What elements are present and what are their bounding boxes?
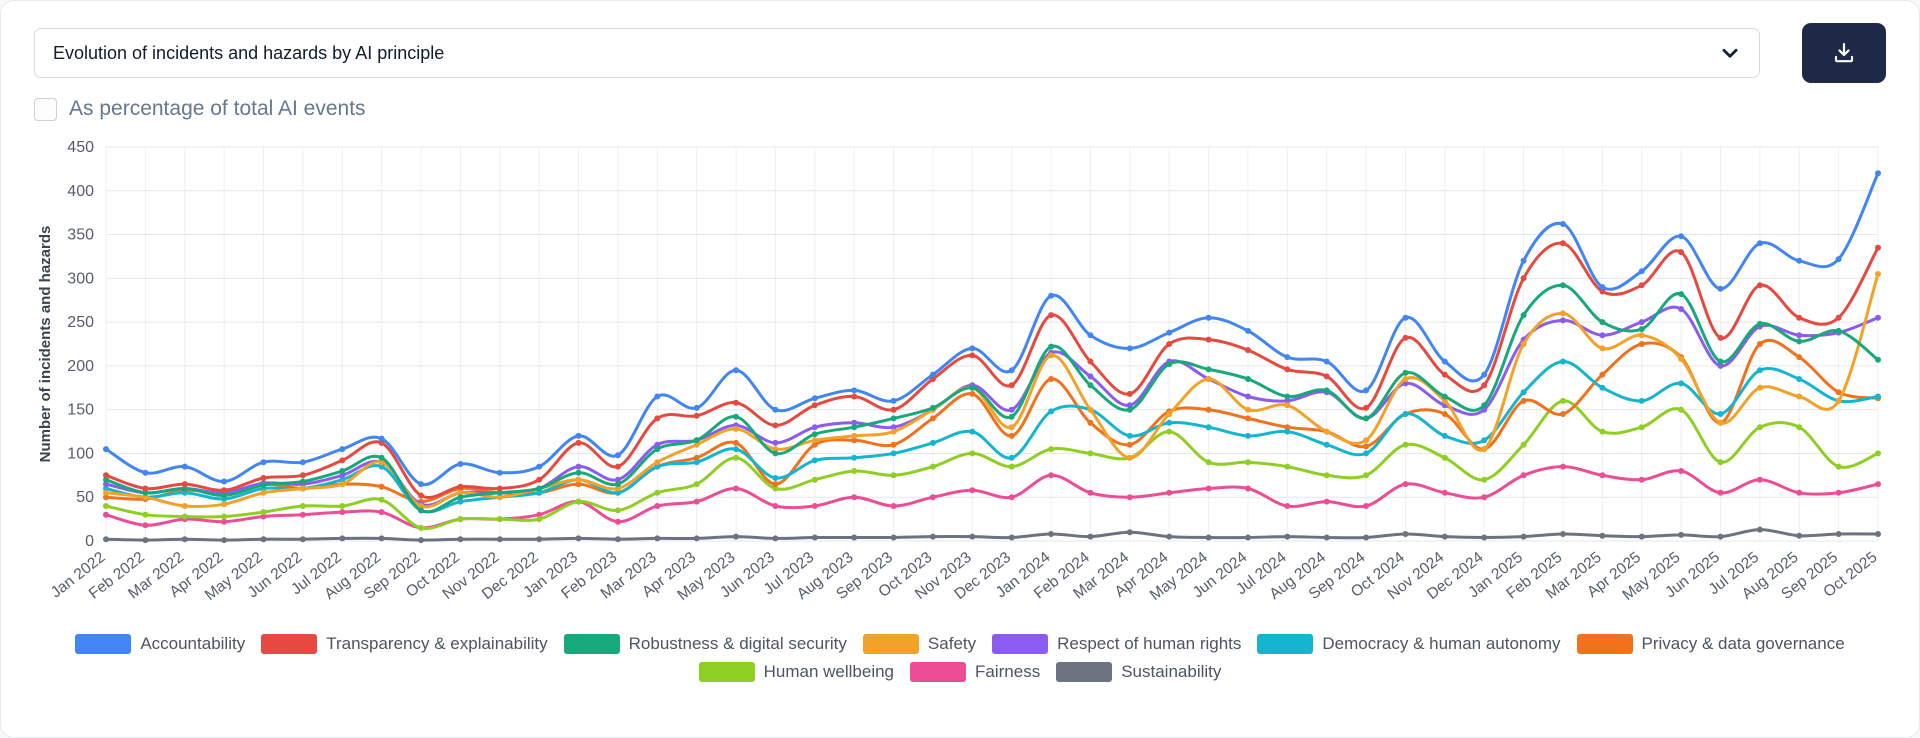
legend-item-respect-of-human-rights[interactable]: Respect of human rights (992, 634, 1241, 654)
legend-item-accountability[interactable]: Accountability (75, 634, 245, 654)
legend-item-human-wellbeing[interactable]: Human wellbeing (698, 662, 895, 682)
controls-row: Evolution of incidents and hazards by AI… (34, 23, 1886, 83)
chevron-down-icon (1719, 42, 1741, 64)
legend-item-privacy-data-governance[interactable]: Privacy & data governance (1576, 634, 1845, 654)
legend-swatch (261, 634, 318, 654)
legend-label: Safety (927, 634, 977, 653)
legend-swatch (563, 634, 620, 654)
legend-swatch (992, 634, 1049, 654)
legend-swatch (862, 634, 919, 654)
legend-label: Fairness (975, 662, 1041, 681)
download-button[interactable] (1802, 23, 1886, 83)
svg-text:150: 150 (67, 402, 94, 419)
chart-legend-row-1: Accountability Transparency & explainabil… (34, 634, 1886, 654)
chart-type-select[interactable]: Evolution of incidents and hazards by AI… (34, 28, 1760, 78)
svg-text:50: 50 (76, 489, 94, 506)
legend-label: Sustainability (1121, 662, 1222, 681)
svg-text:400: 400 (67, 183, 94, 200)
legend-item-robustness-digital-security[interactable]: Robustness & digital security (563, 634, 847, 654)
legend-item-transparency-explainability[interactable]: Transparency & explainability (261, 634, 548, 654)
legend-label: Robustness & digital security (628, 634, 847, 653)
legend-swatch (1056, 662, 1113, 682)
legend-label: Transparency & explainability (326, 634, 548, 653)
checkbox-row: As percentage of total AI events (34, 97, 1886, 121)
chart-legend-row-2: Human wellbeing Fairness Sustainability (34, 662, 1886, 682)
line-chart: 0 50 100 150 200 250 300 350 400 450 Jan 2022 Feb 2… (34, 135, 1888, 632)
legend-label: Human wellbeing (763, 662, 895, 681)
legend-item-fairness[interactable]: Fairness (910, 662, 1040, 682)
legend-swatch (1257, 634, 1314, 654)
legend-item-safety[interactable]: Safety (862, 634, 977, 654)
svg-text:250: 250 (67, 314, 94, 331)
download-icon (1832, 41, 1856, 65)
legend-label: Respect of human rights (1057, 634, 1242, 653)
legend-swatch (75, 634, 132, 654)
legend-label: Democracy & human autonomy (1322, 634, 1561, 653)
svg-text:350: 350 (67, 227, 94, 244)
svg-text:Number of incidents and hazard: Number of incidents and hazards (37, 226, 54, 463)
legend-label: Privacy & data governance (1641, 634, 1845, 653)
percentage-checkbox[interactable] (34, 97, 57, 121)
svg-text:450: 450 (67, 139, 94, 156)
svg-text:100: 100 (67, 445, 94, 462)
svg-text:0: 0 (85, 533, 94, 550)
legend-item-democracy-human-autonomy[interactable]: Democracy & human autonomy (1257, 634, 1561, 654)
legend-label: Accountability (140, 634, 246, 653)
legend-swatch (698, 662, 755, 682)
svg-text:300: 300 (67, 270, 94, 287)
legend-swatch (910, 662, 967, 682)
percentage-checkbox-label: As percentage of total AI events (69, 97, 366, 120)
chart-select-value: Evolution of incidents and hazards by AI… (53, 42, 445, 63)
svg-text:200: 200 (67, 358, 94, 375)
legend-item-sustainability[interactable]: Sustainability (1056, 662, 1221, 682)
legend-swatch (1576, 634, 1633, 654)
